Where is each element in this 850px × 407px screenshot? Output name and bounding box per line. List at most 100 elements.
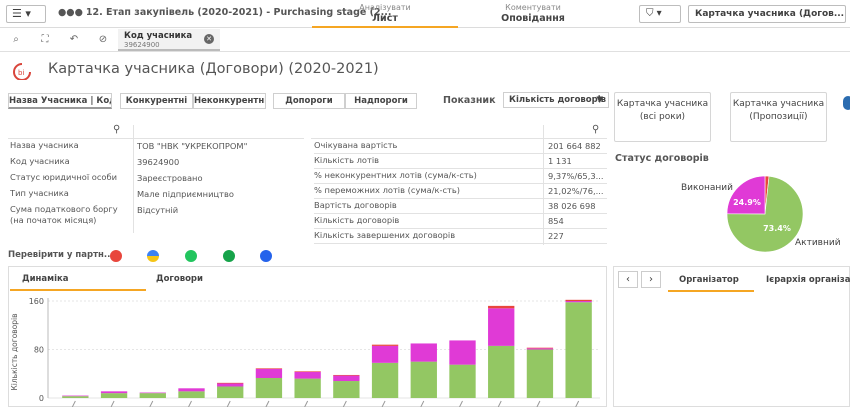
name-filter-button[interactable]: Назва Учасника | Код... (8, 93, 112, 109)
x-tick-mark (149, 400, 154, 407)
bar-segment[interactable] (294, 371, 321, 379)
bar-segment[interactable] (294, 371, 321, 372)
row-divider (314, 213, 607, 214)
prev-arrow-icon[interactable]: ‹ (618, 271, 638, 288)
info-row-label: Назва учасника (10, 140, 79, 150)
tab-narrate[interactable]: Коментувати Оповідання (501, 3, 565, 24)
noncompetitive-button[interactable]: Неконкурентні (193, 93, 266, 109)
bar-segment[interactable] (217, 386, 244, 398)
bar-segment[interactable] (139, 392, 166, 394)
search-icon[interactable]: ⚲ (592, 124, 600, 135)
row-divider (314, 153, 607, 154)
tab-organizer[interactable]: Організатор (679, 275, 739, 285)
bar-segment[interactable] (255, 368, 283, 378)
pie-slice-done[interactable] (726, 175, 766, 215)
metric-row-value[interactable]: 21,02%/76,... (548, 186, 604, 196)
bar-segment[interactable] (526, 349, 554, 398)
bar-segment[interactable] (139, 393, 166, 398)
partner-icon-2[interactable] (147, 250, 159, 262)
x-tick-mark (381, 400, 386, 407)
clear-all-icon[interactable]: ⊘ (98, 34, 108, 45)
bar-segment[interactable] (62, 395, 89, 397)
clear-selection-icon[interactable]: ✕ (204, 34, 214, 44)
bar-segment[interactable] (255, 368, 283, 369)
bar-segment[interactable] (488, 305, 515, 309)
above-threshold-button[interactable]: Надпороги (345, 93, 417, 109)
pie-pct-active: 73.4% (763, 224, 791, 233)
partner-icon-3[interactable] (185, 250, 197, 262)
bar-segment[interactable] (333, 374, 360, 376)
info-row-value[interactable]: Зареєстровано (137, 173, 203, 183)
bar-segment[interactable] (371, 345, 399, 363)
bar-segment[interactable] (449, 340, 476, 365)
bar-segment[interactable] (488, 345, 515, 398)
next-arrow-icon[interactable]: › (641, 271, 661, 288)
sheet-dropdown[interactable]: Картачка учасника (Догов... (688, 5, 846, 23)
metric-row-value[interactable]: 227 (548, 231, 564, 241)
bar-segment[interactable] (565, 301, 592, 303)
bar-segment[interactable] (217, 383, 244, 387)
bar-segment[interactable] (371, 362, 399, 398)
pie-label-active: Активний (795, 238, 841, 248)
bar-segment[interactable] (526, 347, 554, 349)
metric-row-value[interactable]: 38 026 698 (548, 201, 596, 211)
partner-icon-4[interactable] (223, 250, 235, 262)
tab-hierarchy[interactable]: Ієрархія організатор (766, 275, 850, 285)
info-icon[interactable] (843, 96, 850, 110)
smart-search-icon[interactable]: ⌕ (13, 34, 19, 45)
info-row-value[interactable]: Мале підприємництво (137, 189, 234, 199)
bar-segment[interactable] (178, 391, 205, 398)
app-title[interactable]: ●●● 12. Етап закупівель (2020-2021) - Pu… (58, 7, 392, 18)
below-threshold-button[interactable]: Допороги (273, 93, 345, 109)
bookmark-button[interactable]: ⛉ ▾ (639, 5, 681, 23)
bar-segment[interactable] (178, 388, 205, 392)
metric-row-value[interactable]: 9,37%/65,3... (548, 171, 604, 181)
step-back-icon[interactable]: ↶ (69, 34, 79, 45)
row-divider (314, 168, 607, 169)
info-row-value[interactable]: Відсутній (137, 205, 179, 215)
card-proposals-button[interactable]: Картачка учасника (Пропозиції) (730, 92, 827, 142)
bar-segment[interactable] (62, 396, 89, 398)
bar-segment[interactable] (526, 348, 554, 350)
bar-segment[interactable] (410, 343, 437, 362)
info-row-value[interactable]: ТОВ "НВК "УКРЕКОПРОМ" (137, 141, 248, 151)
row-divider (314, 183, 607, 184)
metric-row-value[interactable]: 854 (548, 216, 564, 226)
metric-row-value[interactable]: 201 664 882 (548, 141, 601, 151)
hamburger-icon: ☰ ▾ (12, 7, 31, 20)
partner-icon-5[interactable] (260, 250, 272, 262)
bar-segment[interactable] (294, 378, 321, 398)
bar-segment[interactable] (100, 391, 128, 394)
info-row-label: Сума податкового боргу (на початок місяц… (10, 204, 118, 225)
bar-segment[interactable] (333, 375, 360, 382)
tab-dynamics[interactable]: Динаміка (22, 274, 69, 284)
logo-icon: bi (13, 63, 31, 80)
info-row-value[interactable]: 39624900 (137, 157, 180, 167)
y-tick-label: 0 (39, 394, 44, 403)
bar-segment[interactable] (333, 381, 360, 398)
bar-segment[interactable] (410, 361, 437, 398)
selection-pill[interactable]: Код учасника 39624900 ✕ (118, 29, 220, 51)
metric-row-value[interactable]: 1 131 (548, 156, 572, 166)
partner-icon-1[interactable] (110, 250, 122, 262)
sheet-title: Картачка учасника (Договори) (2020-2021) (48, 61, 379, 77)
bar-segment[interactable] (565, 299, 592, 302)
bar-segment[interactable] (449, 364, 476, 398)
bar-segment[interactable] (255, 378, 283, 398)
search-icon[interactable]: ⚲ (113, 124, 121, 135)
competitive-button[interactable]: Конкурентні (120, 93, 193, 109)
card-all-years-button[interactable]: Картачка учасника (всі роки) (614, 92, 711, 142)
bar-segment[interactable] (565, 302, 592, 398)
svg-text:bi: bi (18, 69, 24, 77)
metric-row-label: Кількість завершених договорів (314, 230, 456, 240)
indicator-dropdown[interactable]: Кількість договорів ▼ (503, 92, 609, 108)
bar-segment[interactable] (371, 344, 399, 346)
menu-button[interactable]: ☰ ▾ (6, 5, 46, 23)
metric-row-label: Вартість договорів (314, 200, 397, 210)
tab-contracts[interactable]: Договори (156, 274, 203, 284)
tab-analyze[interactable]: Аналізувати Лист (312, 2, 458, 28)
bar-segment[interactable] (100, 393, 128, 398)
bar-segment[interactable] (488, 308, 515, 346)
bar-segment[interactable] (217, 382, 244, 384)
selections-tool-icon[interactable]: ⛶ (41, 34, 49, 45)
